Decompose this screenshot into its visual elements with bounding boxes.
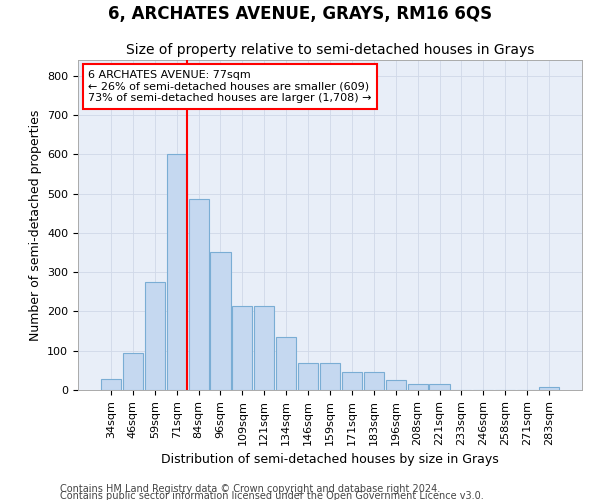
Text: 6, ARCHATES AVENUE, GRAYS, RM16 6QS: 6, ARCHATES AVENUE, GRAYS, RM16 6QS [108,5,492,23]
Bar [254,306,274,390]
Bar [101,379,121,390]
Text: Contains HM Land Registry data © Crown copyright and database right 2024.: Contains HM Land Registry data © Crown c… [60,484,440,494]
Bar [430,384,449,390]
Text: Contains public sector information licensed under the Open Government Licence v3: Contains public sector information licen… [60,491,484,500]
Title: Size of property relative to semi-detached houses in Grays: Size of property relative to semi-detach… [126,44,534,58]
Bar [211,252,230,390]
Bar [364,372,384,390]
Text: 6 ARCHATES AVENUE: 77sqm
← 26% of semi-detached houses are smaller (609)
73% of : 6 ARCHATES AVENUE: 77sqm ← 26% of semi-d… [88,70,371,103]
Bar [276,337,296,390]
Bar [320,362,340,390]
Bar [407,384,428,390]
Bar [298,362,318,390]
Bar [167,154,187,390]
Bar [539,387,559,390]
Bar [386,380,406,390]
Bar [123,352,143,390]
Bar [232,306,253,390]
Bar [342,372,362,390]
Y-axis label: Number of semi-detached properties: Number of semi-detached properties [29,110,41,340]
X-axis label: Distribution of semi-detached houses by size in Grays: Distribution of semi-detached houses by … [161,453,499,466]
Bar [188,200,209,390]
Bar [145,282,165,390]
